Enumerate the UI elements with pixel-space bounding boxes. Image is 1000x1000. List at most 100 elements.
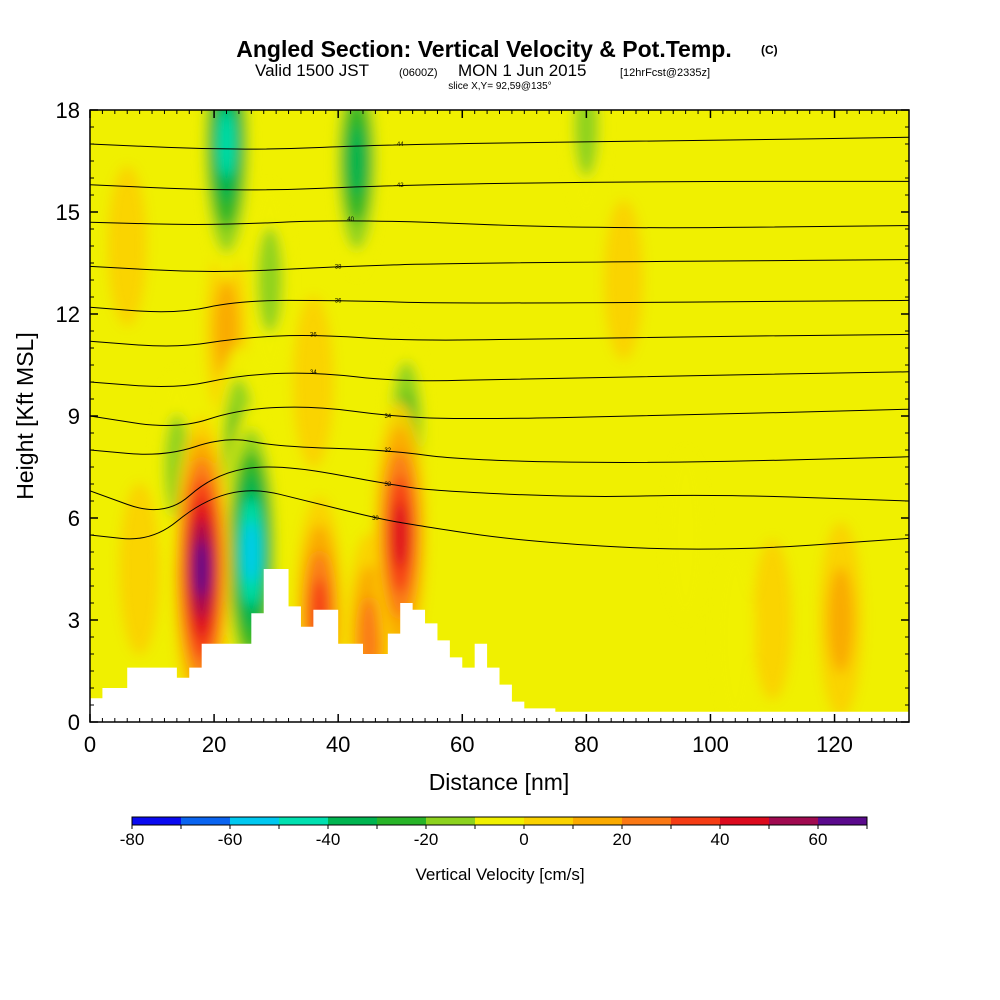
theta-contour — [90, 490, 909, 550]
velocity-level — [715, 551, 756, 722]
velocity-level — [218, 110, 235, 178]
colorbar-segment — [377, 817, 427, 825]
contour-label: 34 — [384, 414, 391, 420]
y-tick-label: 9 — [68, 404, 80, 429]
x-tick-label: 100 — [692, 732, 729, 757]
x-tick-label: 80 — [574, 732, 598, 757]
colorbar-segment — [279, 817, 329, 825]
velocity-level — [391, 501, 409, 569]
theta-contour — [90, 333, 909, 347]
forecast-info: [12hrFcst@2335z] — [620, 67, 710, 79]
y-tick-label: 12 — [56, 302, 80, 327]
velocity-cell — [173, 417, 231, 721]
contour-label: 32 — [384, 448, 391, 454]
colorbar-tick-label: -60 — [218, 830, 243, 849]
velocity-cell — [604, 200, 644, 360]
y-tick-label: 0 — [68, 710, 80, 735]
velocity-level — [107, 166, 147, 326]
velocity-level — [827, 567, 854, 673]
theta-contour — [90, 259, 909, 272]
contour-label: 36 — [310, 332, 317, 338]
velocity-cell — [373, 401, 427, 669]
velocity-cell — [715, 551, 756, 722]
theta-contour — [90, 439, 909, 463]
velocity-level — [257, 227, 283, 333]
valid-date: MON 1 Jun 2015 — [458, 61, 587, 80]
valid-time-line: Valid 1500 JST (0600Z) MON 1 Jun 2015 [1… — [255, 61, 710, 80]
colorbar-tick-label: -20 — [414, 830, 439, 849]
velocity-level — [293, 296, 334, 468]
y-tick-label: 18 — [56, 98, 80, 123]
colorbar-label: Vertical Velocity [cm/s] — [415, 865, 584, 884]
colorbar-segment — [769, 817, 819, 825]
slice-info: slice X,Y= 92,59@135° — [448, 81, 551, 92]
y-tick-label: 15 — [56, 200, 80, 225]
colorbar-segment — [818, 817, 868, 825]
x-tick-label: 60 — [450, 732, 474, 757]
valid-utc: (0600Z) — [399, 67, 438, 79]
pot-temp-contours: 30 32 32 34 34 36 36 38 40 42 44 — [90, 136, 909, 550]
contour-label: 40 — [347, 217, 354, 223]
chart-title: Angled Section: Vertical Velocity & Pot.… — [236, 36, 731, 62]
theta-contour — [90, 299, 909, 313]
colorbar-tick-label: 0 — [519, 830, 528, 849]
contour-label: 36 — [335, 298, 342, 304]
contour-label: 32 — [384, 482, 391, 488]
velocity-level — [573, 110, 599, 177]
velocity-level — [119, 483, 160, 655]
colorbar-tick-label: -40 — [316, 830, 341, 849]
terrain — [90, 569, 909, 722]
velocity-cell — [665, 449, 706, 621]
velocity-cell — [119, 483, 160, 655]
colorbar-segment — [328, 817, 378, 825]
contour-label: 44 — [397, 142, 404, 148]
plot-area: 30 32 32 34 34 36 36 38 40 42 44 — [90, 110, 909, 722]
valid-prefix: Valid 1500 JST — [255, 61, 369, 80]
contour-label: 42 — [397, 183, 404, 189]
colorbar-segment — [132, 817, 182, 825]
colorbar-segment — [671, 817, 721, 825]
colorbar-segment — [524, 817, 574, 825]
velocity-level — [665, 449, 706, 621]
colorbar-segment — [573, 817, 623, 825]
theta-contour — [90, 220, 909, 229]
velocity-cell — [565, 110, 608, 219]
theta-contour — [90, 180, 909, 191]
vertical-velocity-field — [107, 110, 863, 722]
velocity-level — [347, 126, 366, 196]
x-axis-label: Distance [nm] — [429, 769, 570, 795]
contour-label: 34 — [310, 370, 317, 376]
x-tick-label: 40 — [326, 732, 350, 757]
x-tick-label: 0 — [84, 732, 96, 757]
velocity-cell — [248, 182, 292, 378]
colorbar: -80 -60 -40 -20 0 20 40 60 — [120, 816, 868, 849]
colorbar-segment — [622, 817, 672, 825]
colorbar-segment — [720, 817, 770, 825]
theta-contour — [90, 136, 909, 150]
colorbar-segment — [426, 817, 476, 825]
colorbar-tick-label: 40 — [711, 830, 730, 849]
chart-title-suffix: (C) — [761, 43, 778, 57]
velocity-level — [243, 521, 260, 583]
y-tick-label: 6 — [68, 506, 80, 531]
x-tick-label: 120 — [816, 732, 853, 757]
velocity-cell — [107, 166, 147, 326]
x-axis: 0 20 40 60 80 100 120 — [84, 110, 910, 757]
colorbar-tick-label: 20 — [613, 830, 632, 849]
colorbar-frame — [131, 816, 868, 826]
velocity-cell — [753, 540, 792, 700]
velocity-cell — [293, 296, 334, 468]
contour-label: 38 — [335, 264, 342, 270]
theta-contour — [90, 371, 909, 388]
velocity-cell — [200, 110, 253, 278]
colorbar-segment — [230, 817, 280, 825]
colorbar-segment — [181, 817, 231, 825]
velocity-cell — [819, 522, 863, 718]
y-axis-label: Height [Kft MSL] — [12, 332, 38, 499]
contour-label: 30 — [372, 516, 379, 522]
colorbar-tick-label: -80 — [120, 830, 145, 849]
velocity-level — [194, 540, 210, 598]
y-tick-label: 3 — [68, 608, 80, 633]
colorbar-tick-label: 60 — [809, 830, 828, 849]
